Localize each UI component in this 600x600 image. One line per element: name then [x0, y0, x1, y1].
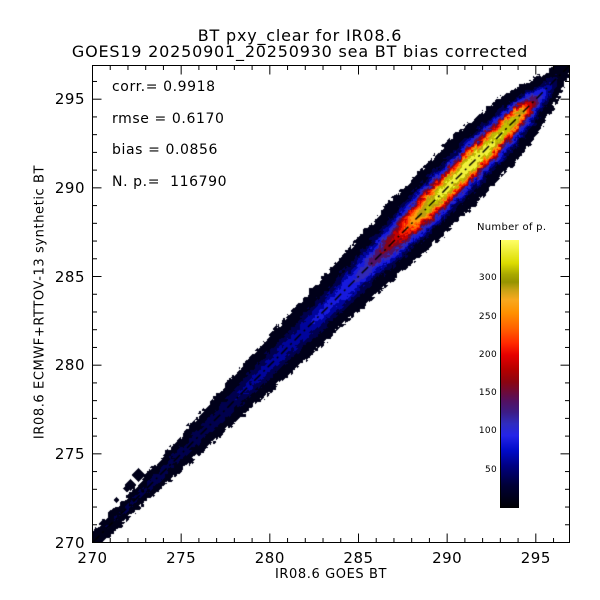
y-tick-label: 270 [54, 533, 85, 552]
chart-subtitle: GOES19 20250901_20250930 sea BT bias cor… [71, 42, 529, 61]
y-tick-label: 280 [54, 356, 85, 375]
x-tick-label: 290 [432, 549, 463, 567]
colorbar-tick-label: 150 [478, 388, 497, 399]
y-tick-label: 295 [54, 90, 85, 109]
x-tick-label: 285 [343, 549, 374, 567]
x-axis-label: IR08.6 GOES BT [274, 567, 388, 582]
x-tick-label: 270 [77, 549, 108, 567]
colorbar-tick-label: 200 [478, 349, 497, 360]
plot-frame [92, 65, 570, 543]
chart-title: BT pxy_clear for IR08.6 [197, 26, 403, 45]
y-axis-label: IR08.6 ECMWF+RTTOV-13 synthetic BT [32, 164, 48, 440]
x-tick-label: 295 [520, 549, 551, 567]
colorbar-tick-label: 100 [478, 426, 497, 437]
colorbar-tick-label: 300 [478, 273, 497, 284]
y-tick-label: 285 [54, 267, 85, 286]
x-tick-label: 275 [166, 549, 197, 567]
density-canvas [93, 66, 569, 542]
y-tick-label: 275 [54, 444, 85, 463]
colorbar-gradient [500, 240, 519, 508]
x-tick-label: 280 [254, 549, 285, 567]
colorbar-tick-label: 250 [478, 311, 497, 322]
colorbar-title: Number of p. [477, 222, 547, 233]
colorbar-tick-label: 50 [484, 464, 497, 475]
y-tick-label: 290 [54, 178, 85, 197]
